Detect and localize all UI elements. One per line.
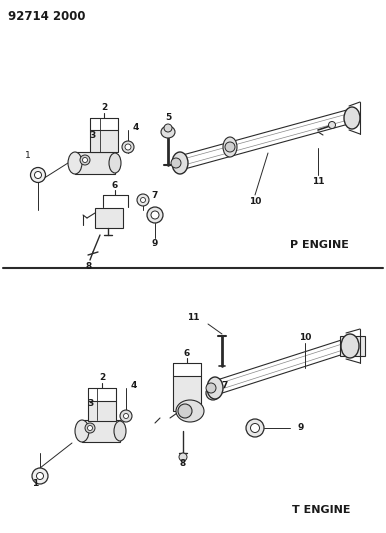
Ellipse shape bbox=[344, 107, 360, 129]
Text: 11: 11 bbox=[312, 177, 324, 187]
Circle shape bbox=[206, 383, 216, 393]
Text: 10: 10 bbox=[299, 334, 311, 343]
Ellipse shape bbox=[114, 421, 126, 441]
Circle shape bbox=[37, 472, 44, 480]
Text: T ENGINE: T ENGINE bbox=[292, 505, 350, 515]
Ellipse shape bbox=[172, 152, 188, 174]
Circle shape bbox=[85, 423, 95, 433]
Text: 1: 1 bbox=[25, 150, 31, 159]
Text: 6: 6 bbox=[112, 181, 118, 190]
Ellipse shape bbox=[223, 137, 237, 157]
Circle shape bbox=[171, 158, 181, 168]
Circle shape bbox=[251, 424, 259, 432]
Text: 6: 6 bbox=[184, 349, 190, 358]
Circle shape bbox=[178, 404, 192, 418]
Circle shape bbox=[328, 122, 335, 128]
Text: 4: 4 bbox=[131, 382, 137, 391]
Ellipse shape bbox=[161, 126, 175, 138]
Bar bbox=[90, 130, 118, 152]
Bar bbox=[340, 336, 365, 356]
Text: 7: 7 bbox=[151, 191, 157, 200]
Circle shape bbox=[137, 194, 149, 206]
Circle shape bbox=[210, 390, 216, 396]
Ellipse shape bbox=[68, 152, 82, 174]
Bar bbox=[82, 420, 120, 442]
Circle shape bbox=[246, 419, 264, 437]
Ellipse shape bbox=[207, 377, 223, 399]
Circle shape bbox=[120, 410, 132, 422]
Ellipse shape bbox=[109, 153, 121, 173]
Circle shape bbox=[141, 198, 146, 203]
Circle shape bbox=[80, 155, 90, 165]
Text: 1: 1 bbox=[32, 479, 38, 488]
Text: 2: 2 bbox=[101, 103, 107, 112]
Text: 11: 11 bbox=[188, 313, 200, 322]
Circle shape bbox=[122, 141, 134, 153]
Ellipse shape bbox=[176, 400, 204, 422]
Text: 10: 10 bbox=[249, 198, 261, 206]
Text: 2: 2 bbox=[99, 374, 105, 383]
Text: P ENGINE: P ENGINE bbox=[290, 240, 349, 250]
Bar bbox=[75, 152, 115, 174]
Text: 8: 8 bbox=[86, 262, 92, 271]
Text: 4: 4 bbox=[133, 124, 139, 133]
Text: 3: 3 bbox=[90, 131, 96, 140]
Ellipse shape bbox=[341, 334, 359, 358]
Circle shape bbox=[151, 211, 159, 219]
Text: 9: 9 bbox=[298, 424, 305, 432]
Text: 8: 8 bbox=[180, 459, 186, 469]
Circle shape bbox=[88, 425, 93, 431]
Text: 3: 3 bbox=[87, 400, 93, 408]
Bar bbox=[95, 208, 123, 228]
Text: 5: 5 bbox=[165, 114, 171, 123]
Circle shape bbox=[147, 207, 163, 223]
Bar bbox=[173, 376, 201, 411]
Circle shape bbox=[83, 157, 88, 163]
Circle shape bbox=[124, 414, 129, 418]
Bar bbox=[88, 401, 116, 421]
Ellipse shape bbox=[75, 420, 89, 442]
Circle shape bbox=[30, 167, 46, 182]
Circle shape bbox=[164, 124, 172, 132]
Text: 92714 2000: 92714 2000 bbox=[8, 10, 86, 23]
Circle shape bbox=[179, 453, 187, 461]
Circle shape bbox=[125, 144, 131, 150]
Text: 9: 9 bbox=[152, 239, 158, 248]
Circle shape bbox=[206, 386, 220, 400]
Text: 7: 7 bbox=[221, 382, 227, 391]
Circle shape bbox=[32, 468, 48, 484]
Circle shape bbox=[225, 142, 235, 152]
Circle shape bbox=[34, 172, 42, 179]
